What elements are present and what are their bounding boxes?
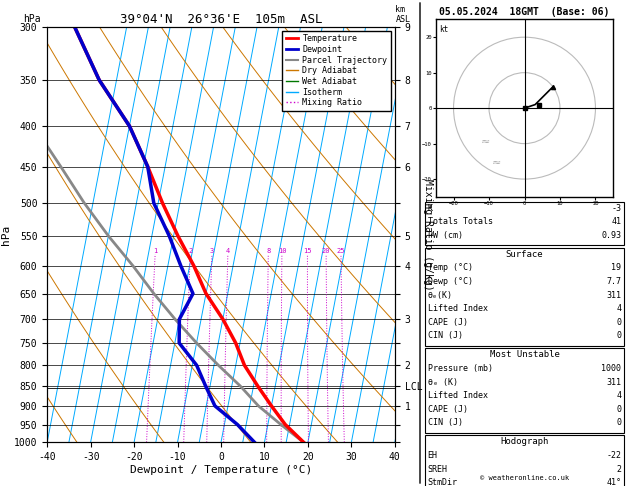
- Title: 39°04'N  26°36'E  105m  ASL: 39°04'N 26°36'E 105m ASL: [120, 13, 322, 26]
- Text: 1000: 1000: [601, 364, 621, 373]
- Text: Pressure (mb): Pressure (mb): [428, 364, 493, 373]
- Text: Lifted Index: Lifted Index: [428, 304, 487, 313]
- Text: Totals Totals: Totals Totals: [428, 217, 493, 226]
- Text: Temp (°C): Temp (°C): [428, 263, 472, 273]
- Text: 311: 311: [606, 291, 621, 300]
- Text: 2: 2: [188, 248, 192, 254]
- Text: Surface: Surface: [506, 250, 543, 259]
- Text: $\approx$: $\approx$: [479, 136, 491, 146]
- Text: θₑ (K): θₑ (K): [428, 378, 457, 387]
- Text: 19: 19: [611, 263, 621, 273]
- Text: $\approx$: $\approx$: [489, 157, 501, 167]
- Text: EH: EH: [428, 451, 438, 460]
- Text: SREH: SREH: [428, 465, 448, 474]
- Text: 311: 311: [606, 378, 621, 387]
- Text: Lifted Index: Lifted Index: [428, 391, 487, 400]
- Text: 4: 4: [226, 248, 230, 254]
- Text: 41°: 41°: [606, 478, 621, 486]
- Text: Dewp (°C): Dewp (°C): [428, 277, 472, 286]
- Text: 0.93: 0.93: [601, 231, 621, 240]
- Text: CIN (J): CIN (J): [428, 418, 462, 428]
- Text: Hodograph: Hodograph: [500, 437, 548, 447]
- Y-axis label: hPa: hPa: [1, 225, 11, 244]
- Text: © weatheronline.co.uk: © weatheronline.co.uk: [480, 475, 569, 481]
- Text: -3: -3: [611, 204, 621, 213]
- Text: 0: 0: [616, 405, 621, 414]
- Y-axis label: Mixing Ratio (g/kg): Mixing Ratio (g/kg): [423, 179, 433, 290]
- Text: 0: 0: [616, 318, 621, 327]
- Text: 05.05.2024  18GMT  (Base: 06): 05.05.2024 18GMT (Base: 06): [439, 7, 610, 17]
- Text: 41: 41: [611, 217, 621, 226]
- Text: 3: 3: [210, 248, 214, 254]
- Text: 8: 8: [266, 248, 270, 254]
- Text: K: K: [428, 204, 433, 213]
- Text: -22: -22: [606, 451, 621, 460]
- Text: 0: 0: [616, 331, 621, 341]
- Text: CAPE (J): CAPE (J): [428, 405, 467, 414]
- Text: CIN (J): CIN (J): [428, 331, 462, 341]
- Text: PW (cm): PW (cm): [428, 231, 462, 240]
- Text: 4: 4: [616, 304, 621, 313]
- Text: CAPE (J): CAPE (J): [428, 318, 467, 327]
- Text: 10: 10: [277, 248, 286, 254]
- Text: 2: 2: [616, 465, 621, 474]
- Text: Most Unstable: Most Unstable: [489, 350, 559, 360]
- Text: 1: 1: [153, 248, 157, 254]
- Text: 25: 25: [337, 248, 345, 254]
- Text: 4: 4: [616, 391, 621, 400]
- Text: StmDir: StmDir: [428, 478, 457, 486]
- Text: km
ASL: km ASL: [396, 5, 411, 24]
- Legend: Temperature, Dewpoint, Parcel Trajectory, Dry Adiabat, Wet Adiabat, Isotherm, Mi: Temperature, Dewpoint, Parcel Trajectory…: [282, 31, 391, 110]
- Text: 20: 20: [322, 248, 330, 254]
- Text: kt: kt: [439, 25, 448, 34]
- Text: 0: 0: [616, 418, 621, 428]
- Text: θₑ(K): θₑ(K): [428, 291, 452, 300]
- Text: hPa: hPa: [23, 14, 41, 24]
- Text: 15: 15: [303, 248, 312, 254]
- Text: 7.7: 7.7: [606, 277, 621, 286]
- X-axis label: Dewpoint / Temperature (°C): Dewpoint / Temperature (°C): [130, 465, 312, 475]
